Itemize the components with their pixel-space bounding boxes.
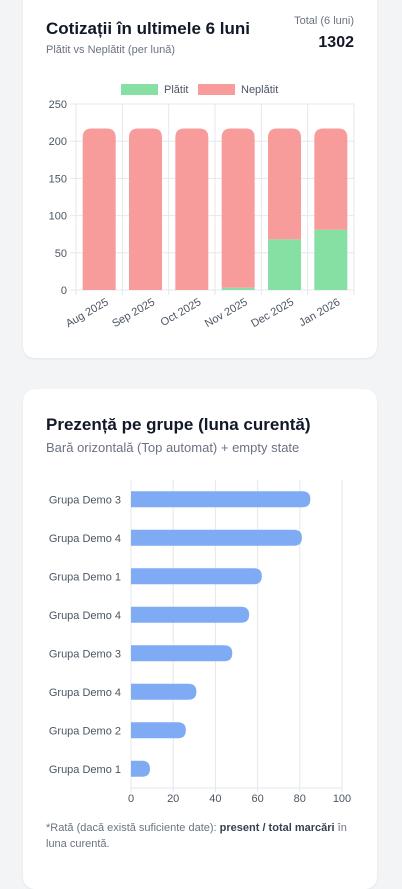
bar-attendance xyxy=(131,760,150,777)
x-tick-label: 100 xyxy=(333,793,351,805)
footnote-suffix: în luna curentă. xyxy=(46,822,347,850)
x-tick-label: Dec 2025 xyxy=(249,296,296,330)
bar-unpaid xyxy=(82,128,116,290)
y-tick-label: 200 xyxy=(49,136,67,148)
bar-unpaid xyxy=(221,128,255,288)
y-tick-label: Grupa Demo 4 xyxy=(49,687,121,699)
y-tick-label: 100 xyxy=(49,211,67,223)
legend-swatch-unpaid xyxy=(198,84,235,95)
x-tick-label: Aug 2025 xyxy=(64,296,111,330)
bar-attendance xyxy=(131,722,186,739)
y-tick-label: Grupa Demo 3 xyxy=(49,494,121,506)
group-attendance-card: Prezență pe grupe (luna curentă) Bară or… xyxy=(23,389,377,889)
x-tick-label: 40 xyxy=(209,793,221,805)
y-tick-label: Grupa Demo 1 xyxy=(49,571,121,583)
y-tick-label: 50 xyxy=(55,248,67,260)
y-tick-label: Grupa Demo 4 xyxy=(49,610,121,622)
footnote-prefix: *Rată (dacă există suficiente date): xyxy=(46,822,220,834)
bar-attendance xyxy=(131,645,233,662)
x-tick-label: Oct 2025 xyxy=(159,296,204,329)
total-label: Total (6 luni) xyxy=(294,15,354,27)
bar-attendance xyxy=(131,683,197,700)
x-tick-label: Jan 2026 xyxy=(297,296,342,329)
x-tick-label: 80 xyxy=(294,793,306,805)
legend-label-paid: Plătit xyxy=(164,84,188,96)
footnote-bold: present / total marcări xyxy=(219,822,335,834)
y-tick-label: 250 xyxy=(49,99,67,111)
y-tick-label: 0 xyxy=(61,285,67,297)
bar-paid xyxy=(221,287,255,290)
y-tick-label: Grupa Demo 3 xyxy=(49,648,121,660)
group-attendance-title: Prezență pe grupe (luna curentă) xyxy=(46,415,311,434)
bar-attendance xyxy=(131,568,262,585)
bar-attendance xyxy=(131,606,250,623)
y-tick-label: Grupa Demo 2 xyxy=(49,725,121,737)
group-attendance-subtitle: Bară orizontală (Top automat) + empty st… xyxy=(46,440,300,455)
bar-paid xyxy=(314,229,348,290)
monthly-dues-chart: Plătit Neplătit 0 50 100 150 200 250 Aug 2025 Sep… xyxy=(49,84,355,330)
legend-label-unpaid: Neplătit xyxy=(241,84,278,96)
x-tick-label: 20 xyxy=(167,793,179,805)
x-tick-label: 0 xyxy=(128,793,134,805)
attendance-footnote: *Rată (dacă există suficiente date): pre… xyxy=(46,820,356,852)
bar-attendance xyxy=(131,491,311,508)
x-tick-label: 60 xyxy=(251,793,263,805)
bar-paid xyxy=(268,239,301,290)
total-value: 1302 xyxy=(318,34,354,51)
x-tick-label: Sep 2025 xyxy=(110,296,157,330)
bar-unpaid xyxy=(129,128,162,290)
bar-unpaid xyxy=(314,128,348,230)
y-tick-label: 150 xyxy=(49,173,67,185)
bar-unpaid xyxy=(268,128,301,240)
y-tick-label: Grupa Demo 1 xyxy=(49,764,121,776)
monthly-dues-subtitle: Plătit vs Neplătit (per lună) xyxy=(46,44,175,56)
legend-swatch-paid xyxy=(121,84,158,95)
y-tick-label: Grupa Demo 4 xyxy=(49,533,121,545)
group-attendance-chart: 0 20 40 60 80 100 Grupa Demo 3 Grupa Demo 4 Grup… xyxy=(49,480,351,805)
bar-unpaid xyxy=(175,128,209,290)
monthly-dues-card: Cotizații în ultimele 6 luni Plătit vs N… xyxy=(23,0,377,358)
x-tick-label: Nov 2025 xyxy=(203,296,250,330)
monthly-dues-title: Cotizații în ultimele 6 luni xyxy=(46,19,251,38)
bar-attendance xyxy=(131,529,302,546)
